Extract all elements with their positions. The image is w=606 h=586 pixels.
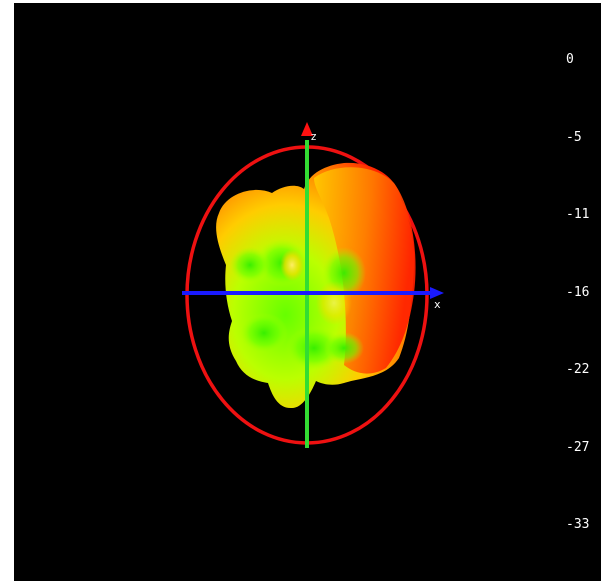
radiation-pattern-scene: z x <box>182 122 444 448</box>
radiation-pattern-body <box>216 162 416 409</box>
colorbar-tick-3: -16 <box>566 284 590 300</box>
z-axis-arrow <box>301 122 313 136</box>
colorbar-tick-1: -5 <box>566 129 582 145</box>
colorbar-tick-4: -22 <box>566 362 590 377</box>
z-axis-label: z <box>310 131 317 144</box>
colorbar-tick-0: 0 <box>566 52 574 67</box>
x-axis-arrow <box>430 287 444 299</box>
colorbar-tick-5: -27 <box>566 439 590 455</box>
colorbar-tick-2: -11 <box>566 207 590 222</box>
x-axis-label: x <box>434 298 441 311</box>
colorbar-tick-6: -33 <box>566 517 590 532</box>
pattern-viewport[interactable]: z x 0 -5 -11 -16 -22 -27 -33 <box>14 3 601 581</box>
